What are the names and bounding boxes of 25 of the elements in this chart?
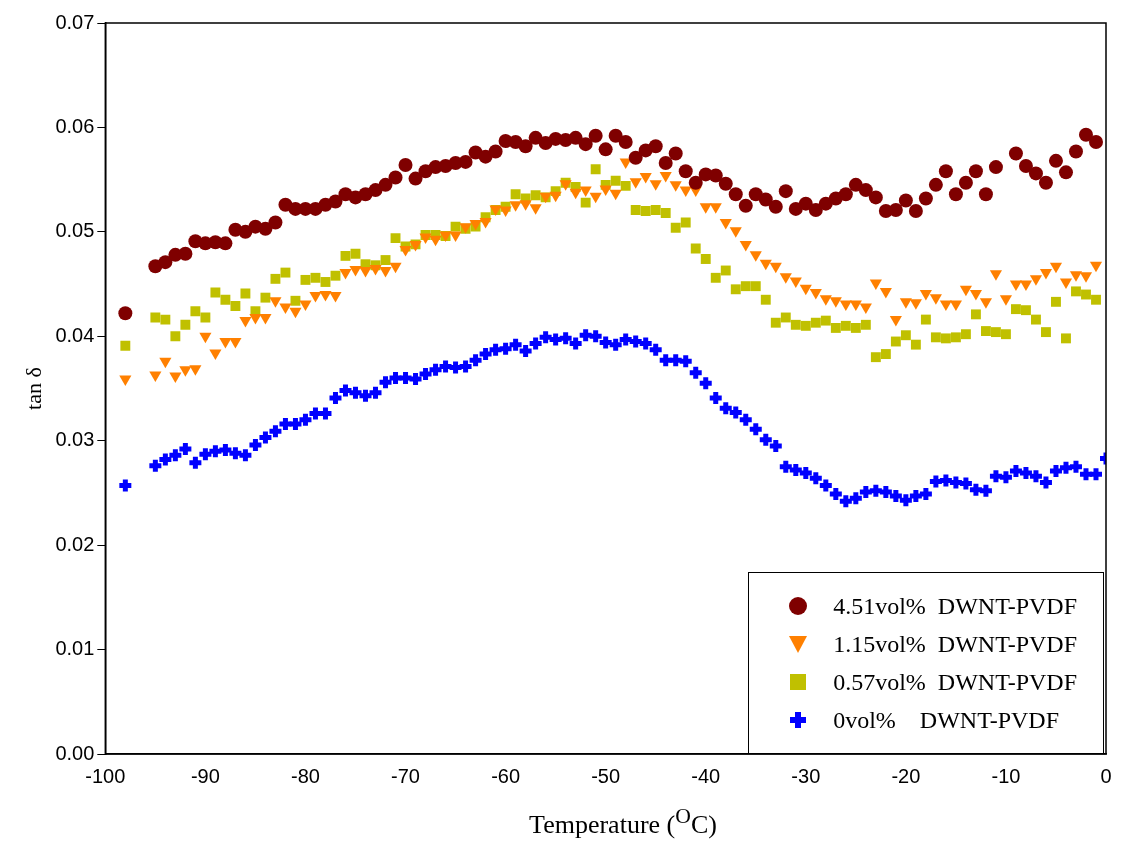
y-tick-label: 0.02 [55, 532, 95, 555]
legend-label: 0.57vol% DWNT-PVDF [833, 668, 1077, 696]
x-tick-label: -100 [85, 764, 126, 787]
x-tick-label: -20 [891, 764, 921, 787]
x-axis-title: Temperature ($^{O}$C) [528, 804, 718, 840]
x-tick-label: 0 [1100, 764, 1112, 787]
y-tick-label: 0.01 [55, 637, 95, 660]
x-tick-label: -50 [591, 764, 621, 787]
x-tick-label: -40 [691, 764, 721, 787]
legend-label: 0vol% DWNT-PVDF [833, 706, 1059, 734]
y-tick-label: 0.06 [55, 114, 95, 137]
legend-label: 4.51vol% DWNT-PVDF [833, 592, 1077, 620]
y-tick-label: 0.03 [55, 428, 95, 451]
y-tick-label: 0.00 [55, 741, 95, 764]
legend-label: 1.15vol% DWNT-PVDF [833, 630, 1077, 658]
x-tick-label: -90 [190, 764, 220, 787]
x-tick-label: -80 [291, 764, 320, 787]
y-axis-title: tan δ [20, 367, 46, 410]
x-tick-label: -10 [991, 764, 1021, 787]
y-tick-label: 0.04 [55, 323, 95, 346]
x-tick-label: -30 [791, 764, 821, 787]
x-tick-label: -60 [491, 764, 521, 787]
y-tick-label: 0.07 [55, 10, 95, 33]
y-tick-label: 0.05 [55, 219, 95, 242]
x-tick-label: -70 [391, 764, 420, 787]
